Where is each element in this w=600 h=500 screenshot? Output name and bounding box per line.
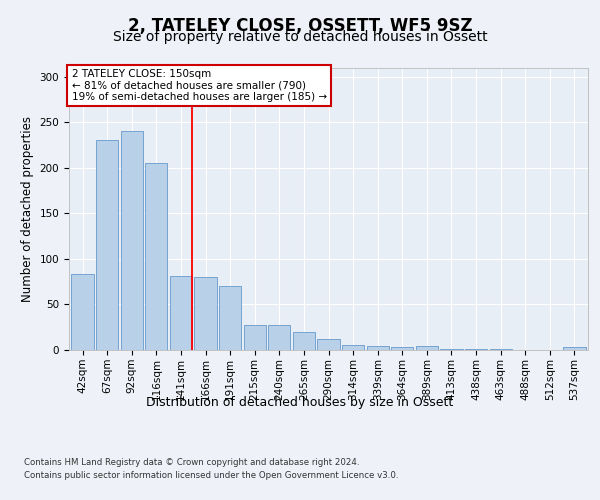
Text: Contains public sector information licensed under the Open Government Licence v3: Contains public sector information licen… xyxy=(24,470,398,480)
Bar xyxy=(170,276,192,350)
Text: Contains HM Land Registry data © Crown copyright and database right 2024.: Contains HM Land Registry data © Crown c… xyxy=(24,458,359,467)
Text: Distribution of detached houses by size in Ossett: Distribution of detached houses by size … xyxy=(146,396,454,409)
Y-axis label: Number of detached properties: Number of detached properties xyxy=(21,116,34,302)
Bar xyxy=(268,326,290,350)
Text: 2 TATELEY CLOSE: 150sqm
← 81% of detached houses are smaller (790)
19% of semi-d: 2 TATELEY CLOSE: 150sqm ← 81% of detache… xyxy=(71,69,327,102)
Text: 2, TATELEY CLOSE, OSSETT, WF5 9SZ: 2, TATELEY CLOSE, OSSETT, WF5 9SZ xyxy=(128,18,472,36)
Bar xyxy=(219,286,241,350)
Bar xyxy=(293,332,315,350)
Bar xyxy=(342,346,364,350)
Bar xyxy=(244,326,266,350)
Text: Size of property relative to detached houses in Ossett: Size of property relative to detached ho… xyxy=(113,30,487,44)
Bar xyxy=(367,346,389,350)
Bar xyxy=(490,349,512,350)
Bar xyxy=(317,339,340,350)
Bar xyxy=(121,132,143,350)
Bar xyxy=(194,277,217,350)
Bar xyxy=(96,140,118,350)
Bar xyxy=(440,349,463,350)
Bar xyxy=(416,346,438,350)
Bar xyxy=(391,348,413,350)
Bar xyxy=(71,274,94,350)
Bar xyxy=(145,163,167,350)
Bar xyxy=(465,349,487,350)
Bar xyxy=(563,348,586,350)
